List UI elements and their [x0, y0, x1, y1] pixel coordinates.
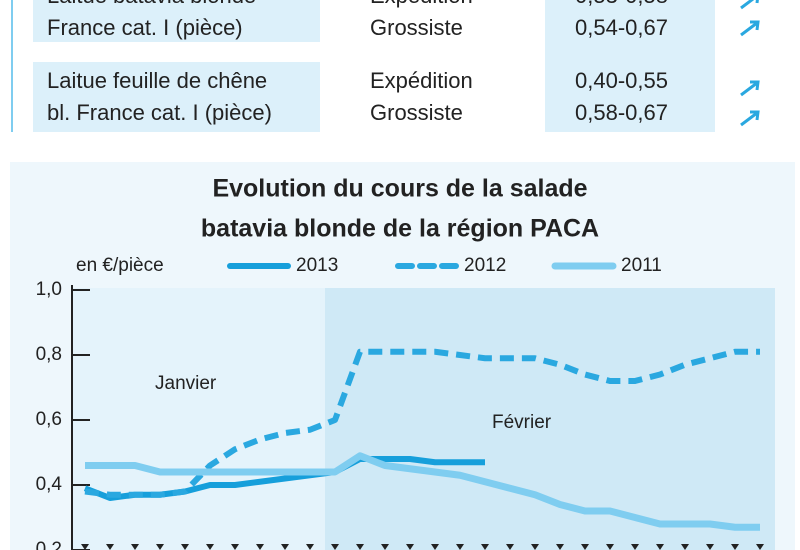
- x-tick: [481, 544, 489, 550]
- month-band: [72, 288, 325, 550]
- legend-label: 2013: [296, 255, 338, 276]
- y-tick-label: 0,2: [36, 539, 62, 550]
- stage: Grossiste: [370, 100, 463, 125]
- legend-label: 2011: [621, 255, 662, 276]
- chart-title: Evolution du cours de la salade: [212, 175, 587, 203]
- chart-title: batavia blonde de la région PACA: [201, 215, 599, 243]
- x-tick: [656, 544, 664, 550]
- price: 0,58-0,67: [575, 100, 668, 125]
- x-tick: [306, 544, 314, 550]
- stage: Expédition: [370, 68, 473, 93]
- x-tick: [531, 544, 539, 550]
- table-cell-bg: [33, 62, 320, 132]
- x-tick: [456, 544, 464, 550]
- x-tick: [281, 544, 289, 550]
- product: France cat. I (pièce): [47, 15, 243, 40]
- x-tick: [506, 544, 514, 550]
- x-tick: [731, 544, 739, 550]
- y-tick-label: 1,0: [36, 279, 62, 300]
- product: bl. France cat. I (pièce): [47, 100, 272, 125]
- y-tick-label: 0,4: [36, 474, 63, 495]
- price: 0,53-0,58: [575, 0, 668, 8]
- x-tick: [231, 544, 239, 550]
- x-tick: [106, 544, 114, 550]
- x-tick: [356, 544, 364, 550]
- product: Laitue feuille de chêne: [47, 68, 267, 93]
- x-tick: [631, 544, 639, 550]
- series-line: [85, 452, 760, 531]
- x-tick: [606, 544, 614, 550]
- x-tick: [331, 544, 339, 550]
- stage: Grossiste: [370, 15, 463, 40]
- series-line: [84, 348, 760, 498]
- x-tick: [81, 544, 89, 550]
- x-tick: [556, 544, 564, 550]
- y-axis-label: en €/pièce: [76, 255, 164, 276]
- x-tick: [706, 544, 714, 550]
- x-tick: [206, 544, 214, 550]
- y-tick-label: 0,8: [36, 344, 62, 365]
- annotation: Février: [492, 412, 552, 433]
- x-tick: [256, 544, 264, 550]
- legend-label: 2012: [464, 255, 506, 276]
- y-tick-label: 0,6: [36, 409, 62, 430]
- table-cell-bg: [545, 0, 715, 132]
- x-tick: [581, 544, 589, 550]
- x-tick: [181, 544, 189, 550]
- x-tick: [431, 544, 439, 550]
- annotation: Janvier: [155, 373, 217, 394]
- x-tick: [681, 544, 689, 550]
- x-tick: [381, 544, 389, 550]
- x-tick: [406, 544, 414, 550]
- price: 0,40-0,55: [575, 68, 668, 93]
- month-band: [325, 288, 775, 550]
- x-tick: [756, 544, 764, 550]
- product: Laitue batavia blonde: [47, 0, 256, 8]
- price: 0,54-0,67: [575, 15, 668, 40]
- x-tick: [156, 544, 164, 550]
- table-cell-bg: [33, 0, 320, 42]
- x-tick: [131, 544, 139, 550]
- stage: Expédition: [370, 0, 473, 8]
- trend-arrows: [740, 0, 760, 127]
